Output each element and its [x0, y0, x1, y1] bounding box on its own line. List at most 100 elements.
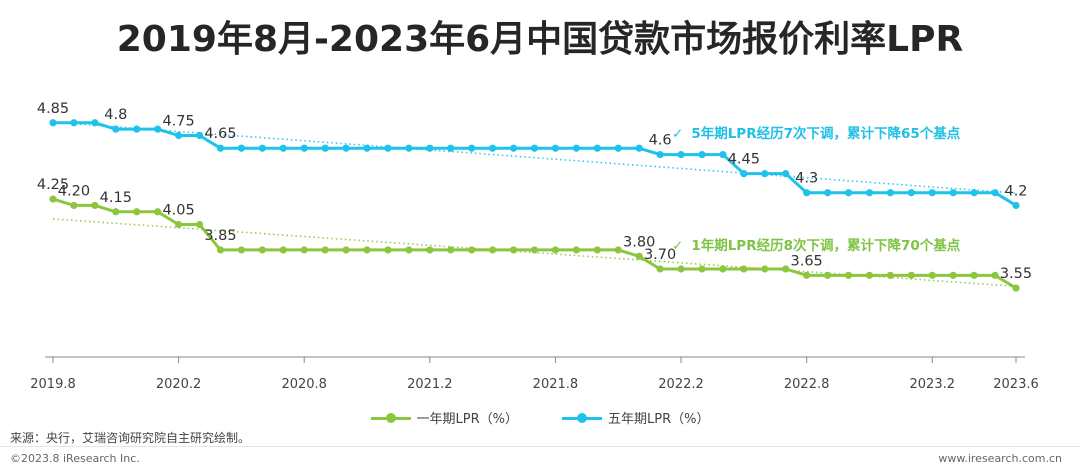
data-point-five-year	[928, 189, 936, 197]
legend-item-one-year[interactable]: 一年期LPR（%）	[370, 408, 518, 427]
data-label-five-year: 4.2	[1004, 183, 1027, 199]
x-tick-label: 2019.8	[30, 377, 76, 392]
data-label-five-year: 4.3	[795, 171, 818, 187]
data-point-five-year	[886, 189, 894, 197]
data-point-five-year	[593, 144, 601, 152]
data-point-one-year	[572, 246, 580, 254]
data-point-one-year	[530, 246, 539, 254]
data-point-five-year	[70, 119, 78, 127]
data-point-one-year	[698, 265, 706, 273]
data-point-five-year	[949, 189, 957, 197]
data-point-five-year	[1012, 201, 1020, 210]
data-label-five-year: 4.6	[649, 133, 672, 149]
data-point-five-year	[551, 144, 560, 152]
data-point-one-year	[321, 246, 329, 254]
data-point-one-year	[91, 201, 99, 210]
x-tick-label: 2020.8	[281, 377, 327, 392]
data-point-one-year	[195, 220, 204, 229]
data-point-five-year	[970, 189, 978, 197]
one-year-annotation-text: 1年期LPR经历8次下调，累计下降70个基点	[691, 238, 961, 254]
data-label-one-year: 3.85	[204, 228, 236, 244]
data-point-five-year	[258, 144, 266, 152]
copyright: ©2023.8 iResearch Inc.	[10, 452, 140, 465]
data-point-five-year	[844, 189, 853, 197]
data-point-five-year	[468, 144, 476, 152]
data-point-one-year	[300, 246, 308, 254]
data-label-one-year: 4.05	[162, 203, 194, 219]
trendline-five-year	[52, 121, 1017, 194]
data-point-one-year	[133, 208, 141, 216]
data-point-five-year	[363, 144, 371, 152]
data-point-one-year	[844, 271, 853, 279]
five-year-annotation: ✓ 5年期LPR经历7次下调，累计下降65个基点	[672, 122, 960, 142]
data-point-five-year	[133, 125, 141, 133]
data-point-one-year	[949, 271, 957, 279]
data-point-five-year	[300, 144, 308, 152]
data-point-five-year	[614, 144, 622, 152]
data-point-one-year	[342, 246, 350, 254]
data-point-one-year	[154, 208, 162, 216]
data-point-five-year	[677, 150, 685, 159]
data-point-five-year	[782, 170, 790, 178]
data-point-one-year	[928, 271, 936, 279]
data-point-one-year	[614, 246, 622, 254]
data-point-one-year	[886, 271, 894, 279]
data-point-five-year	[175, 131, 183, 140]
data-point-one-year	[237, 246, 246, 254]
data-point-one-year	[112, 208, 120, 216]
data-point-five-year	[865, 189, 874, 197]
data-point-one-year	[405, 246, 413, 254]
data-point-one-year	[468, 246, 476, 254]
data-point-one-year	[509, 246, 518, 254]
data-point-one-year	[761, 265, 769, 273]
legend-swatch-one-year	[370, 412, 411, 424]
data-label-one-year: 3.70	[644, 247, 676, 263]
data-point-one-year	[782, 265, 790, 273]
x-tick-label: 2023.2	[910, 377, 956, 392]
data-point-one-year	[384, 246, 392, 254]
chart-legend: 一年期LPR（%） 五年期LPR（%）	[0, 408, 1080, 427]
data-label-five-year: 4.8	[104, 107, 127, 123]
data-label-one-year: 3.80	[623, 234, 655, 250]
one-year-annotation: ✓ 1年期LPR经历8次下调，累计下降70个基点	[672, 234, 960, 254]
data-point-one-year	[175, 220, 183, 229]
website-link[interactable]: www.iresearch.com.cn	[938, 452, 1062, 465]
x-tick-label: 2022.2	[658, 377, 704, 392]
data-point-five-year	[530, 144, 539, 152]
data-point-one-year	[363, 246, 371, 254]
data-point-five-year	[405, 144, 413, 152]
data-point-five-year	[195, 131, 204, 140]
data-point-one-year	[740, 265, 748, 273]
data-point-five-year	[803, 189, 811, 197]
chart-title: 2019年8月-2023年6月中国贷款市场报价利率LPR	[116, 19, 964, 60]
data-label-one-year: 3.65	[791, 253, 823, 269]
data-point-one-year	[216, 246, 225, 254]
data-point-one-year	[447, 246, 455, 254]
data-point-five-year	[426, 144, 434, 152]
check-icon: ✓	[672, 126, 684, 142]
data-label-five-year: 4.75	[162, 114, 194, 130]
data-label-five-year: 4.85	[37, 101, 69, 117]
data-point-five-year	[342, 144, 350, 152]
data-point-five-year	[656, 150, 664, 159]
data-point-one-year	[656, 265, 664, 273]
legend-swatch-five-year	[562, 412, 602, 424]
x-tick-label: 2022.8	[784, 377, 830, 392]
data-point-one-year	[489, 246, 497, 254]
five-year-annotation-text: 5年期LPR经历7次下调，累计下降65个基点	[691, 126, 961, 142]
data-point-five-year	[719, 150, 727, 159]
data-point-one-year	[865, 271, 874, 279]
legend-item-five-year[interactable]: 五年期LPR（%）	[562, 408, 709, 427]
data-point-five-year	[907, 189, 915, 197]
data-point-one-year	[258, 246, 266, 254]
data-point-one-year	[970, 271, 978, 279]
data-point-five-year	[237, 144, 246, 152]
data-point-five-year	[761, 170, 769, 178]
data-point-one-year	[70, 201, 78, 210]
data-point-five-year	[698, 150, 706, 159]
data-point-one-year	[279, 246, 287, 254]
data-point-five-year	[49, 119, 57, 127]
data-point-one-year	[551, 246, 560, 254]
data-point-five-year	[279, 144, 287, 152]
